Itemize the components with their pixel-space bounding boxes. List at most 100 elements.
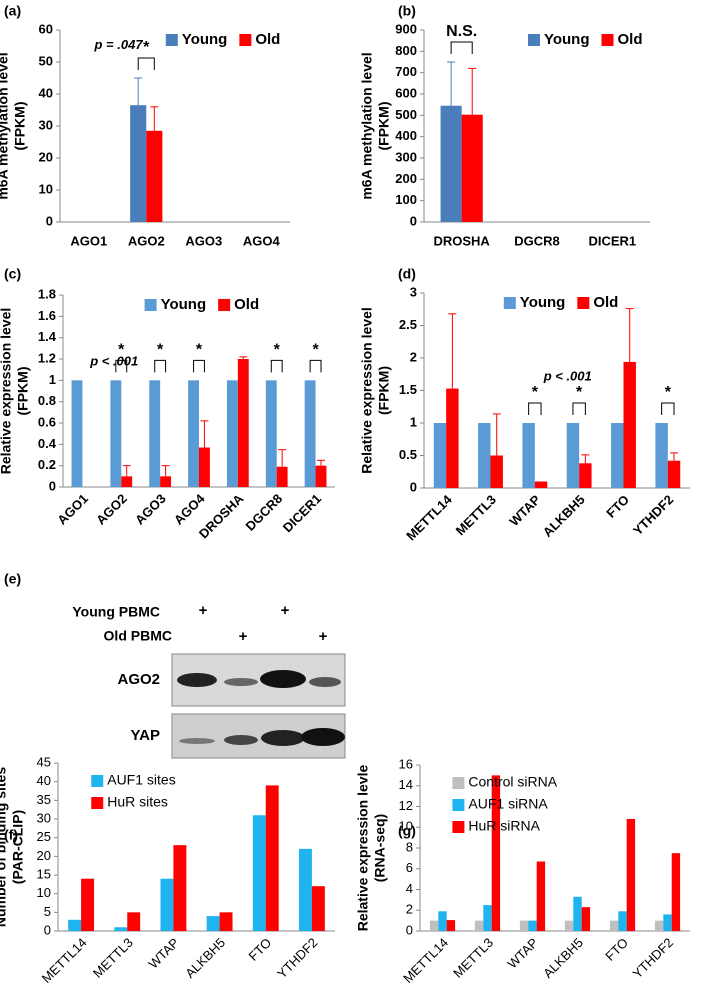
band	[261, 730, 305, 746]
legend-swatch	[91, 797, 104, 809]
blot-panel: (e) Young PBMC Old PBMC + + + + AGO2 YAP	[4, 571, 346, 759]
bar	[276, 466, 288, 487]
chart-panel: (g) Relative expression levle (RNA-seq) 0 2 4…	[355, 756, 690, 986]
x-tick-label: ALKBH5	[540, 492, 588, 540]
annotation: p = .047	[94, 37, 144, 52]
x-tick-label: AGO4	[243, 233, 281, 248]
significance: *	[532, 384, 539, 401]
y-tick-label: 40	[37, 773, 51, 788]
row-label: AGO2	[117, 671, 160, 688]
bar	[160, 878, 174, 931]
x-tick-label: FTO	[603, 492, 632, 521]
y-tick-label: 100	[395, 192, 417, 207]
significance: *	[274, 342, 281, 359]
y-tick-label: 20	[37, 848, 51, 863]
chart-panel: (f)Number of binding sites(PAR-CLIP) 0 5 10…	[0, 754, 335, 986]
band	[260, 670, 306, 688]
y-tick-label: 6	[406, 860, 413, 875]
legend-label: HuR siRNA	[468, 818, 540, 834]
x-tick-label: METTL14	[39, 935, 90, 986]
legend: Young Old	[503, 294, 618, 311]
chart-panel: (b) m6A methylation level (FPKM) 0 100 200 300…	[359, 3, 650, 248]
row-label: YAP	[131, 727, 160, 744]
bar	[110, 380, 122, 487]
y-tick-label: 10	[399, 819, 413, 834]
y-tick-label: 1.4	[38, 329, 57, 344]
x-tick-label: DGCR8	[514, 233, 560, 248]
bar	[623, 361, 636, 488]
y-tick-label: 20	[39, 149, 53, 164]
legend-swatch	[452, 799, 465, 811]
bar	[433, 423, 447, 488]
error-bar	[150, 106, 159, 131]
y-tick-label: 4	[406, 881, 413, 896]
y-tick-label: 1	[410, 414, 417, 429]
bar	[663, 914, 672, 931]
legend: Young Old	[144, 296, 259, 313]
y-tick-label: 60	[39, 21, 53, 36]
y-tick-label: 1.6	[38, 308, 56, 323]
x-tick-label: ALKBH5	[182, 935, 228, 981]
error-bar	[448, 313, 457, 389]
y-axis-label: (RNA-seq)	[372, 814, 388, 882]
annotation: p < .001	[543, 368, 592, 383]
x-tick-label: AGO2	[93, 491, 130, 528]
bar	[536, 861, 546, 931]
x-tick-label: METTL3	[90, 935, 136, 981]
y-axis-label: (FPKM)	[15, 367, 31, 416]
bracket	[572, 402, 586, 415]
bar	[655, 423, 668, 488]
y-tick-label: 15	[37, 866, 51, 881]
bar	[252, 815, 266, 931]
legend-swatch	[144, 299, 157, 311]
y-tick-label: 400	[395, 128, 417, 143]
bar	[519, 920, 529, 931]
young-label: Young PBMC	[72, 604, 160, 620]
bracket	[450, 41, 473, 54]
y-tick-label: 0	[46, 213, 53, 228]
bar	[490, 455, 503, 488]
bar	[446, 920, 456, 931]
error-bar	[468, 67, 477, 115]
bar	[160, 476, 172, 487]
band	[301, 728, 345, 746]
x-tick-label: DGCR8	[242, 491, 285, 534]
error-bar	[134, 77, 143, 106]
error-bar	[161, 465, 170, 477]
x-tick-label: YTHDF2	[274, 935, 320, 981]
annotation: p < .001	[89, 354, 138, 369]
bar	[121, 476, 133, 487]
legend-label: Young	[182, 31, 228, 48]
significance: *	[157, 342, 164, 359]
x-tick-label: FTO	[245, 935, 274, 964]
significance: *	[312, 342, 319, 359]
y-tick-label: 2.5	[399, 317, 417, 332]
legend-swatch	[577, 297, 590, 309]
bar	[654, 920, 664, 931]
bar	[446, 388, 459, 488]
x-tick-label: WTAP	[506, 492, 543, 529]
legend-label: Old	[618, 31, 643, 48]
bar	[149, 380, 161, 487]
panel-label: (a)	[4, 3, 21, 19]
band	[177, 673, 217, 687]
x-tick-label: DROSHA	[433, 233, 490, 248]
panel-label: (c)	[4, 266, 21, 282]
legend-swatch	[218, 299, 231, 311]
x-tick-label: AGO1	[70, 233, 107, 248]
bar	[528, 920, 537, 931]
bar	[581, 907, 591, 931]
bar	[611, 423, 624, 488]
legend-swatch	[91, 775, 104, 787]
legend-label: Young	[161, 296, 207, 313]
y-tick-label: 2	[410, 349, 417, 364]
band	[309, 677, 341, 687]
legend-label: Young	[544, 31, 590, 48]
legend: Control siRNA AUF1 siRNA HuR siRNA	[452, 774, 558, 834]
bar	[226, 380, 238, 487]
bar	[173, 845, 187, 931]
legend-swatch	[601, 34, 614, 46]
y-tick-label: 0.2	[38, 457, 56, 472]
y-tick-label: 0	[406, 922, 413, 937]
bar	[68, 919, 82, 931]
